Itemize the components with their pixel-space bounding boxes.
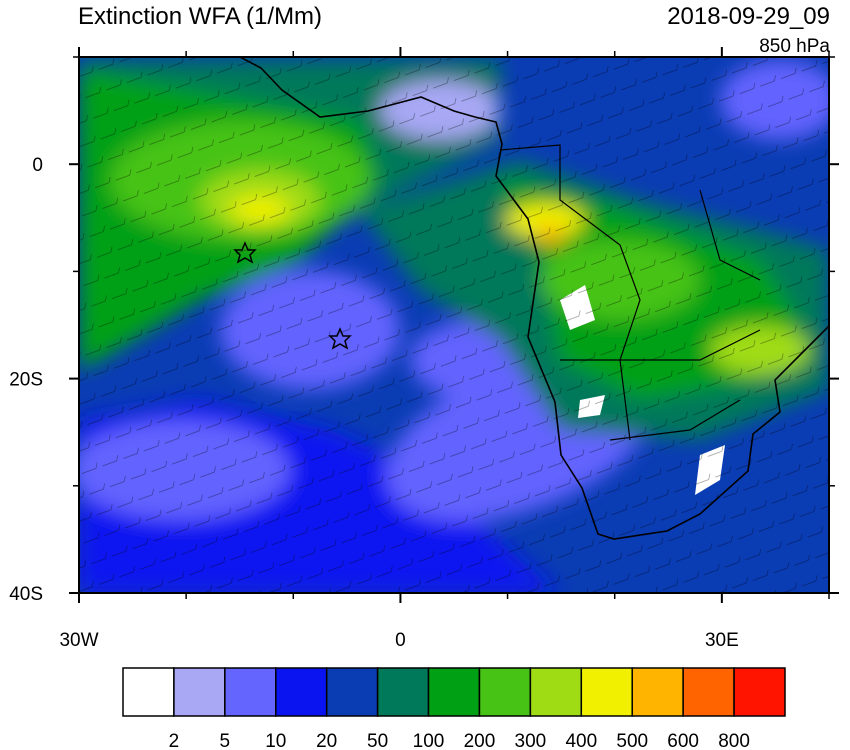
- colorbar-label: 10: [265, 731, 286, 750]
- colorbar-label: 500: [616, 731, 648, 750]
- y-tick-label: 20S: [9, 370, 43, 391]
- colorbar-box: [224, 667, 277, 717]
- colorbar-label: 100: [413, 731, 445, 750]
- colorbar-label: 600: [667, 731, 699, 750]
- colorbar-label: 20: [316, 731, 337, 750]
- colorbar-box: [580, 667, 633, 717]
- colorbar-label: 5: [220, 731, 231, 750]
- colorbar-box: [122, 667, 175, 717]
- colorbar-label: 50: [367, 731, 388, 750]
- colorbar-box: [173, 667, 226, 717]
- colorbar-box: [682, 667, 735, 717]
- x-tick-label: 0: [395, 630, 406, 651]
- colorbar-label: 2: [169, 731, 180, 750]
- map-frame: [78, 56, 830, 594]
- colorbar-box: [529, 667, 583, 717]
- x-tick-label: 30E: [705, 630, 739, 651]
- y-tick-label: 40S: [9, 584, 43, 605]
- colorbar-box: [733, 667, 786, 717]
- colorbar-box: [376, 667, 430, 717]
- colorbar-box: [275, 667, 328, 717]
- colorbar-box: [427, 667, 481, 717]
- colorbar-label: 400: [565, 731, 597, 750]
- colorbar-box: [325, 667, 379, 717]
- field: [79, 57, 829, 593]
- date: 2018-09-29_09: [667, 3, 830, 30]
- colorbar-box: [478, 667, 532, 717]
- level: 850 hPa: [759, 36, 830, 57]
- colorbar-label: 300: [515, 731, 547, 750]
- colorbar-label: 200: [464, 731, 496, 750]
- colorbar-box: [631, 667, 684, 717]
- colorbar-label: 800: [718, 731, 750, 750]
- x-tick-label: 30W: [59, 630, 98, 651]
- y-tick-label: 0: [32, 155, 43, 176]
- title: Extinction WFA (1/Mm): [78, 3, 322, 30]
